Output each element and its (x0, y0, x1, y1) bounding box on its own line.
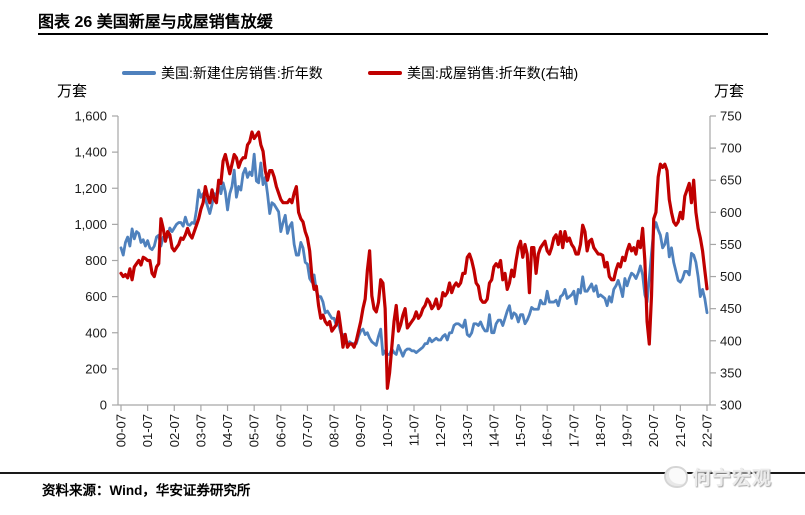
mascot-icon (664, 465, 688, 488)
footer-divider (0, 472, 805, 474)
svg-text:08-07: 08-07 (327, 414, 342, 447)
svg-text:13-07: 13-07 (460, 414, 475, 447)
svg-text:21-07: 21-07 (673, 414, 688, 447)
source-note: 资料来源：Wind，华安证券研究所 (42, 483, 251, 498)
svg-text:14-07: 14-07 (486, 414, 501, 447)
svg-text:00-07: 00-07 (114, 414, 129, 447)
left-axis: 0 200 400 600 800 1,000 1,200 1,400 1,600 (74, 109, 118, 413)
svg-text:11-07: 11-07 (407, 414, 422, 446)
svg-text:03-07: 03-07 (193, 414, 208, 447)
svg-text:700: 700 (720, 141, 742, 156)
watermark: 何宁宏观 (664, 463, 772, 490)
red-line-swatch (368, 71, 402, 75)
dual-axis-line-chart: 0 200 400 600 800 1,000 1,200 1,400 1,600 300 350 4… (74, 109, 742, 448)
svg-text:1,000: 1,000 (74, 217, 107, 232)
right-axis-unit: 万套 (714, 83, 745, 100)
legend-label-new-home-sales: 美国:新建住房销售:折年数 (161, 65, 323, 81)
svg-text:400: 400 (720, 333, 742, 348)
svg-text:17-07: 17-07 (566, 414, 581, 447)
svg-text:600: 600 (720, 205, 742, 220)
svg-text:10-07: 10-07 (380, 414, 395, 447)
svg-text:400: 400 (85, 325, 107, 340)
svg-text:300: 300 (720, 398, 742, 413)
figure-title: 图表 26 美国新屋与成屋销售放缓 (38, 14, 273, 31)
svg-text:650: 650 (720, 173, 742, 188)
svg-text:22-07: 22-07 (700, 414, 715, 447)
svg-text:600: 600 (85, 289, 107, 304)
svg-text:200: 200 (85, 361, 107, 376)
svg-text:0: 0 (100, 398, 107, 413)
svg-text:750: 750 (720, 109, 742, 124)
svg-text:16-07: 16-07 (540, 414, 555, 447)
svg-text:350: 350 (720, 365, 742, 380)
left-axis-unit: 万套 (57, 83, 88, 100)
svg-text:1,200: 1,200 (74, 181, 107, 196)
existing-home-sales-line (119, 130, 709, 390)
svg-text:04-07: 04-07 (220, 414, 235, 447)
svg-text:09-07: 09-07 (353, 414, 368, 447)
svg-text:1,600: 1,600 (74, 109, 107, 124)
svg-text:450: 450 (720, 301, 742, 316)
right-axis: 300 350 400 450 500 550 600 650 700 750 (710, 109, 742, 413)
x-axis: 00-07 01-07 02-07 03-07 04-07 05-07 06-07 07-07… (114, 405, 715, 447)
watermark-text: 何宁宏观 (692, 468, 773, 489)
svg-text:12-07: 12-07 (433, 414, 448, 447)
blue-line-swatch (122, 71, 156, 75)
svg-text:02-07: 02-07 (167, 414, 182, 447)
svg-text:1,400: 1,400 (74, 145, 107, 160)
svg-text:800: 800 (85, 253, 107, 268)
svg-text:500: 500 (720, 269, 742, 284)
svg-text:18-07: 18-07 (593, 414, 608, 447)
legend-item-new-home-sales: 美国:新建住房销售:折年数 (122, 65, 323, 81)
legend-label-existing-home-sales: 美国:成屋销售:折年数(右轴) (407, 65, 579, 81)
svg-text:05-07: 05-07 (247, 414, 262, 447)
legend-item-existing-home-sales: 美国:成屋销售:折年数(右轴) (368, 65, 578, 81)
svg-text:01-07: 01-07 (140, 414, 155, 447)
title-underline (38, 33, 768, 35)
svg-text:06-07: 06-07 (273, 414, 288, 447)
svg-text:15-07: 15-07 (513, 414, 528, 447)
new-home-sales-line (119, 152, 709, 358)
svg-text:19-07: 19-07 (620, 414, 635, 447)
svg-text:20-07: 20-07 (646, 414, 661, 447)
svg-text:550: 550 (720, 237, 742, 252)
svg-text:07-07: 07-07 (300, 414, 315, 447)
